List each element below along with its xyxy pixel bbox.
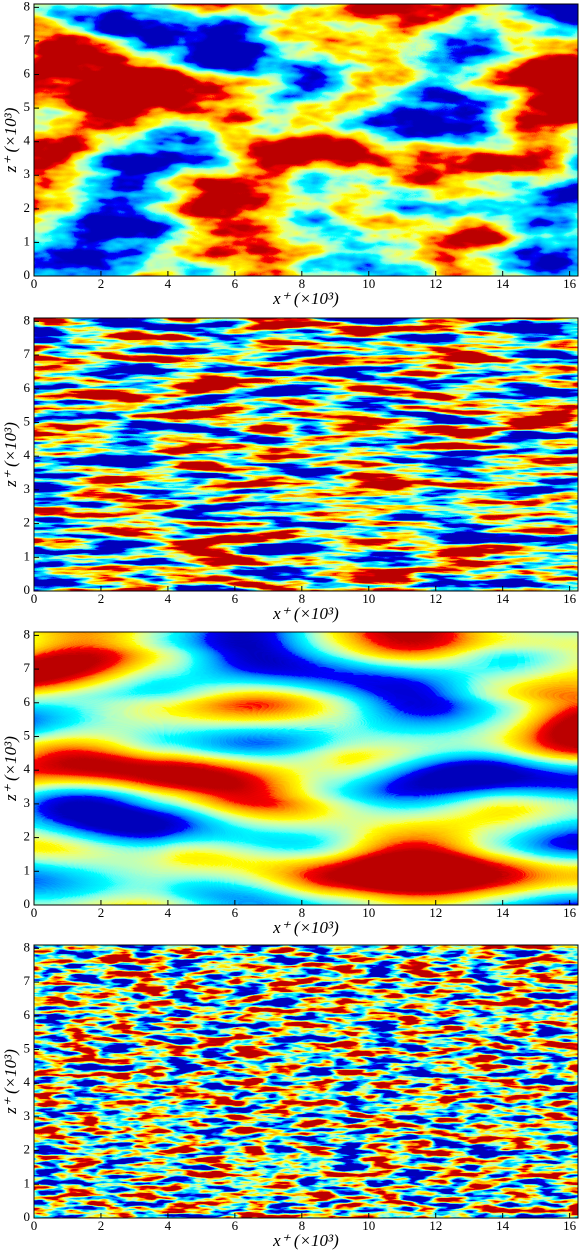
y-tick-label: 0 bbox=[24, 896, 31, 911]
y-tick-label: 7 bbox=[24, 660, 31, 675]
field bbox=[34, 945, 578, 1218]
y-tick-label: 2 bbox=[24, 1142, 31, 1157]
y-tick-label: 3 bbox=[24, 1108, 31, 1123]
x-axis-label: x⁺ (×10³) bbox=[272, 604, 339, 623]
y-axis-label: z⁺ (×10³) bbox=[1, 1049, 20, 1115]
y-tick-label: 3 bbox=[24, 166, 31, 181]
x-tick-label: 4 bbox=[165, 905, 172, 920]
x-tick-label: 16 bbox=[563, 905, 577, 920]
y-tick-label: 2 bbox=[24, 829, 31, 844]
axes-frame bbox=[33, 317, 579, 592]
y-tick-label: 7 bbox=[24, 973, 31, 988]
y-tick-label: 5 bbox=[24, 727, 31, 742]
y-tick-label: 8 bbox=[24, 939, 31, 954]
x-tick-label: 16 bbox=[563, 1218, 577, 1233]
y-tick-label: 4 bbox=[24, 761, 31, 776]
field bbox=[34, 318, 578, 591]
x-axis-label: x⁺ (×10³) bbox=[272, 289, 339, 308]
y-tick-label: 8 bbox=[24, 626, 31, 641]
x-tick-label: 10 bbox=[362, 1218, 375, 1233]
x-tick-label: 4 bbox=[165, 276, 172, 291]
y-tick-label: 0 bbox=[24, 582, 31, 597]
x-tick-label: 12 bbox=[429, 591, 442, 606]
field bbox=[34, 4, 578, 276]
y-tick-label: 8 bbox=[24, 0, 31, 13]
x-axis-label: x⁺ (×10³) bbox=[272, 918, 339, 937]
y-axis-label: z⁺ (×10³) bbox=[1, 107, 20, 173]
x-tick-label: 14 bbox=[496, 1218, 510, 1233]
y-tick-label: 8 bbox=[24, 312, 31, 327]
x-tick-label: 4 bbox=[165, 1218, 172, 1233]
x-tick-label: 10 bbox=[362, 276, 375, 291]
axes-frame bbox=[33, 631, 579, 906]
y-tick-label: 1 bbox=[24, 548, 31, 563]
x-tick-label: 12 bbox=[429, 905, 442, 920]
x-tick-label: 14 bbox=[496, 276, 510, 291]
x-tick-label: 4 bbox=[165, 591, 172, 606]
y-tick-label: 0 bbox=[24, 267, 31, 282]
x-tick-label: 2 bbox=[98, 276, 105, 291]
x-tick-label: 12 bbox=[429, 276, 442, 291]
x-tick-label: 0 bbox=[31, 905, 38, 920]
y-tick-label: 4 bbox=[24, 447, 31, 462]
y-tick-label: 7 bbox=[24, 32, 31, 47]
field bbox=[34, 632, 578, 905]
x-tick-label: 12 bbox=[429, 1218, 442, 1233]
y-tick-label: 2 bbox=[24, 515, 31, 530]
y-tick-label: 2 bbox=[24, 200, 31, 215]
x-tick-label: 14 bbox=[496, 905, 510, 920]
y-tick-label: 6 bbox=[24, 380, 31, 395]
x-tick-label: 16 bbox=[563, 591, 577, 606]
y-tick-label: 5 bbox=[24, 413, 31, 428]
y-tick-label: 3 bbox=[24, 795, 31, 810]
y-tick-label: 0 bbox=[24, 1209, 31, 1224]
x-tick-label: 0 bbox=[31, 591, 38, 606]
x-tick-label: 10 bbox=[362, 591, 375, 606]
x-tick-label: 8 bbox=[299, 1218, 306, 1233]
x-tick-label: 2 bbox=[98, 905, 105, 920]
x-axis-label: x⁺ (×10³) bbox=[272, 1231, 339, 1250]
y-tick-label: 4 bbox=[24, 133, 31, 148]
x-tick-label: 0 bbox=[31, 1218, 38, 1233]
x-tick-label: 16 bbox=[563, 276, 577, 291]
x-tick-label: 0 bbox=[31, 276, 38, 291]
x-tick-label: 2 bbox=[98, 1218, 105, 1233]
y-tick-label: 7 bbox=[24, 346, 31, 361]
y-tick-label: 1 bbox=[24, 1175, 31, 1190]
y-tick-label: 3 bbox=[24, 481, 31, 496]
axes-frame bbox=[33, 944, 579, 1219]
y-tick-label: 5 bbox=[24, 99, 31, 114]
x-tick-label: 6 bbox=[232, 1218, 239, 1233]
x-tick-label: 8 bbox=[299, 276, 306, 291]
y-tick-label: 6 bbox=[24, 694, 31, 709]
y-tick-label: 1 bbox=[24, 862, 31, 877]
x-tick-label: 6 bbox=[232, 276, 239, 291]
x-tick-label: 2 bbox=[98, 591, 105, 606]
y-axis-label: z⁺ (×10³) bbox=[1, 736, 20, 802]
y-axis-label: z⁺ (×10³) bbox=[1, 422, 20, 488]
x-tick-label: 8 bbox=[299, 905, 306, 920]
y-tick-label: 6 bbox=[24, 66, 31, 81]
y-tick-label: 1 bbox=[24, 233, 31, 248]
axes-frame bbox=[33, 3, 579, 277]
x-tick-label: 6 bbox=[232, 905, 239, 920]
x-tick-label: 14 bbox=[496, 591, 510, 606]
x-tick-label: 10 bbox=[362, 905, 375, 920]
x-tick-label: 8 bbox=[299, 591, 306, 606]
x-tick-label: 6 bbox=[232, 591, 239, 606]
y-tick-label: 5 bbox=[24, 1040, 31, 1055]
y-tick-label: 4 bbox=[24, 1074, 31, 1089]
y-tick-label: 6 bbox=[24, 1007, 31, 1022]
